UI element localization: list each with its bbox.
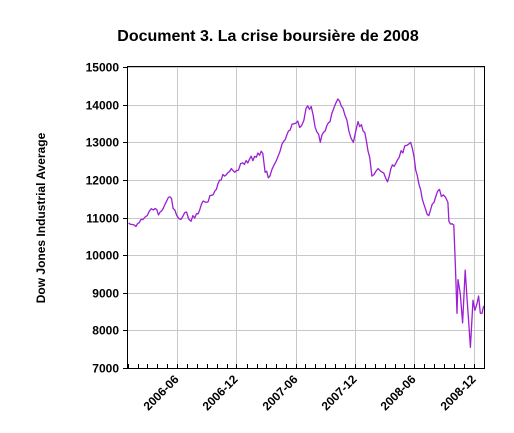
chart-title: Document 3. La crise boursière de 2008	[117, 28, 419, 45]
y-tick-label: 15000	[86, 61, 120, 75]
y-tick-label: 12000	[86, 174, 120, 188]
y-tick-label: 14000	[86, 99, 120, 113]
x-tick-label: 2008-06	[378, 372, 419, 413]
x-axis-ticks: 2006-06 2006-12 2007-06 2007-12 2008-06 2008-…	[128, 364, 479, 413]
y-tick-label: 13000	[86, 136, 120, 150]
gridlines	[128, 67, 484, 369]
y-axis-label: Dow Jones Industrial Average	[34, 132, 48, 303]
plot-area	[128, 98, 485, 348]
plot-frame	[127, 66, 485, 369]
x-tick-label: 2007-06	[260, 372, 301, 413]
y-tick-label: 10000	[86, 249, 120, 263]
x-tick-label: 2007-12	[319, 372, 360, 413]
x-tick-label: 2008-12	[438, 372, 479, 413]
x-tick-label: 2006-06	[141, 372, 182, 413]
y-tick-label: 7000	[92, 362, 119, 376]
series-line	[128, 98, 485, 348]
y-tick-label: 8000	[92, 324, 119, 338]
x-tick-label: 2006-12	[200, 372, 241, 413]
y-tick-label: 11000	[86, 212, 119, 226]
y-tick-label: 9000	[92, 287, 119, 301]
y-axis-ticks: 7000 8000 9000 10000 11000 12000 13000 14000 150…	[86, 61, 128, 376]
